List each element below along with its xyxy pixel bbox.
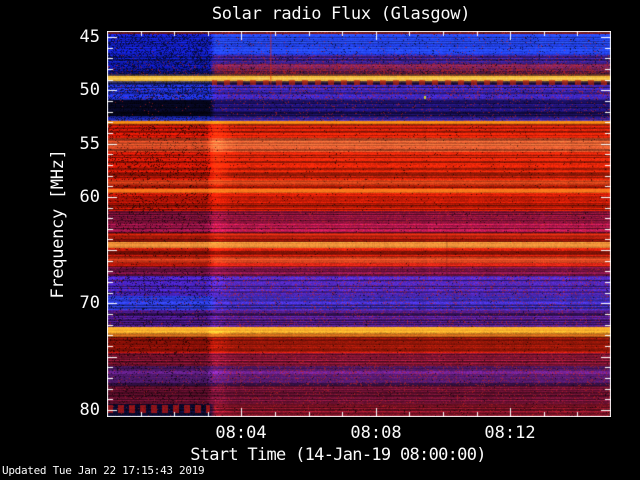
y-tick-label: 45: [79, 27, 100, 47]
y-tick-label: 55: [79, 134, 100, 154]
updated-timestamp: Updated Tue Jan 22 17:15:43 2019: [2, 464, 205, 477]
y-tick-label: 80: [79, 400, 100, 420]
x-axis-title: Start Time (14-Jan-19 08:00:00): [190, 445, 486, 465]
y-tick-label: 50: [79, 80, 100, 100]
x-tick-label: 08:12: [484, 423, 536, 443]
spectrogram-canvas: [107, 31, 611, 417]
page-title: Solar radio Flux (Glasgow): [211, 4, 471, 24]
x-tick-label: 08:08: [350, 423, 402, 443]
y-tick-label: 60: [79, 187, 100, 207]
y-tick-label: 70: [79, 293, 100, 313]
y-axis-title: Frequency [MHz]: [48, 149, 68, 299]
x-tick-label: 08:04: [215, 423, 267, 443]
